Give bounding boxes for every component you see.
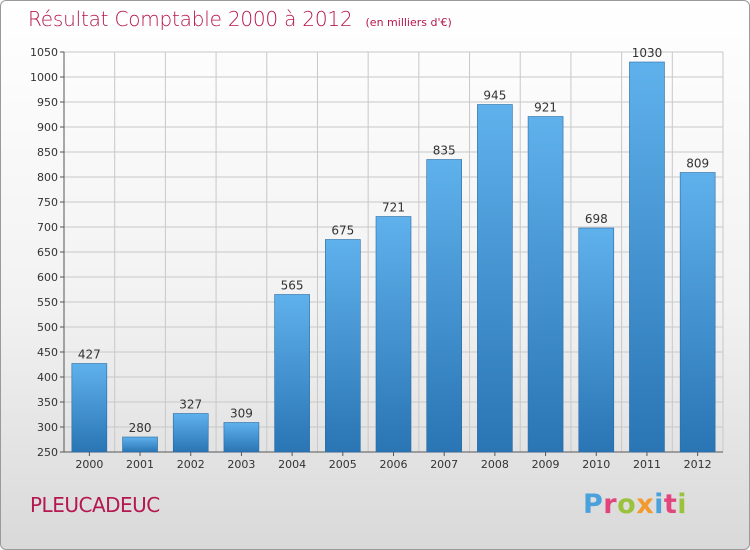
bar-value-label: 698 xyxy=(585,212,608,226)
x-tick-label: 2002 xyxy=(177,458,205,471)
y-tick-label: 400 xyxy=(37,371,58,384)
x-tick-label: 2009 xyxy=(532,458,560,471)
x-tick-label: 2000 xyxy=(75,458,103,471)
bar xyxy=(527,116,564,453)
bar-value-label: 280 xyxy=(129,421,152,435)
y-tick-label: 1050 xyxy=(30,46,58,59)
y-tick-label: 950 xyxy=(37,96,58,109)
bar-value-label: 945 xyxy=(483,89,506,103)
bars xyxy=(71,61,716,453)
bar-value-label: 565 xyxy=(281,279,304,293)
y-tick-label: 700 xyxy=(37,221,58,234)
x-tick-label: 2010 xyxy=(582,458,610,471)
bar xyxy=(578,227,615,453)
y-tick-label: 850 xyxy=(37,146,58,159)
bar xyxy=(223,422,260,453)
bar-value-label: 1030 xyxy=(632,46,663,60)
bar xyxy=(274,294,310,453)
x-tick-label: 2005 xyxy=(329,458,357,471)
y-tick-label: 800 xyxy=(37,171,58,184)
logo-letter: r xyxy=(603,489,618,520)
y-tick-label: 350 xyxy=(37,396,58,409)
logo-letter: o xyxy=(617,489,637,520)
labels: 250 300 350 400 450 500 550 600 650 700 750 800 850 9… xyxy=(30,46,712,471)
y-tick-label: 500 xyxy=(37,321,58,334)
bar-value-label: 675 xyxy=(331,224,354,238)
bar-value-label: 921 xyxy=(534,101,557,115)
bar-value-label: 835 xyxy=(433,144,456,158)
bar-value-label: 809 xyxy=(686,157,709,171)
y-tick-label: 650 xyxy=(37,246,58,259)
y-tick-label: 750 xyxy=(37,196,58,209)
logo-letter: x xyxy=(636,489,655,520)
bar xyxy=(477,104,513,453)
x-tick-label: 2004 xyxy=(278,458,306,471)
bar xyxy=(426,159,462,453)
title-main: Résultat Comptable 2000 à 2012 xyxy=(28,7,353,31)
proxiti-logo[interactable]: Proxiti xyxy=(583,489,687,520)
x-tick-label: 2003 xyxy=(227,458,255,471)
logo-letter: t xyxy=(663,489,678,520)
x-tick-label: 2008 xyxy=(481,458,509,471)
bar xyxy=(71,363,108,453)
bar-value-label: 327 xyxy=(179,398,202,412)
logo-letter: P xyxy=(583,489,604,520)
y-tick-label: 450 xyxy=(37,346,58,359)
chart-title: Résultat Comptable 2000 à 2012 (en milli… xyxy=(28,7,452,31)
y-tick-label: 600 xyxy=(37,271,58,284)
y-tick-label: 300 xyxy=(37,421,58,434)
bar-value-label: 427 xyxy=(78,348,101,362)
bar xyxy=(172,413,209,453)
bar xyxy=(679,172,716,453)
title-unit: (en milliers d'€) xyxy=(365,16,452,29)
x-tick-label: 2007 xyxy=(430,458,458,471)
x-tick-label: 2001 xyxy=(126,458,154,471)
logo-letter: i xyxy=(677,489,688,520)
bar xyxy=(122,436,158,453)
logo-letter: i xyxy=(654,489,664,520)
y-tick-label: 1000 xyxy=(30,71,58,84)
commune-name: PLEUCADEUC xyxy=(30,493,160,517)
x-tick-label: 2011 xyxy=(633,458,661,471)
bar xyxy=(629,61,665,453)
bar xyxy=(375,216,412,453)
x-tick-label: 2012 xyxy=(684,458,712,471)
y-tick-label: 550 xyxy=(37,296,58,309)
bar xyxy=(325,239,361,453)
x-tick-label: 2006 xyxy=(380,458,408,471)
bar-value-label: 721 xyxy=(382,201,405,215)
y-tick-label: 900 xyxy=(37,121,58,134)
bar-value-label: 309 xyxy=(230,407,253,421)
y-tick-label: 250 xyxy=(37,446,58,459)
